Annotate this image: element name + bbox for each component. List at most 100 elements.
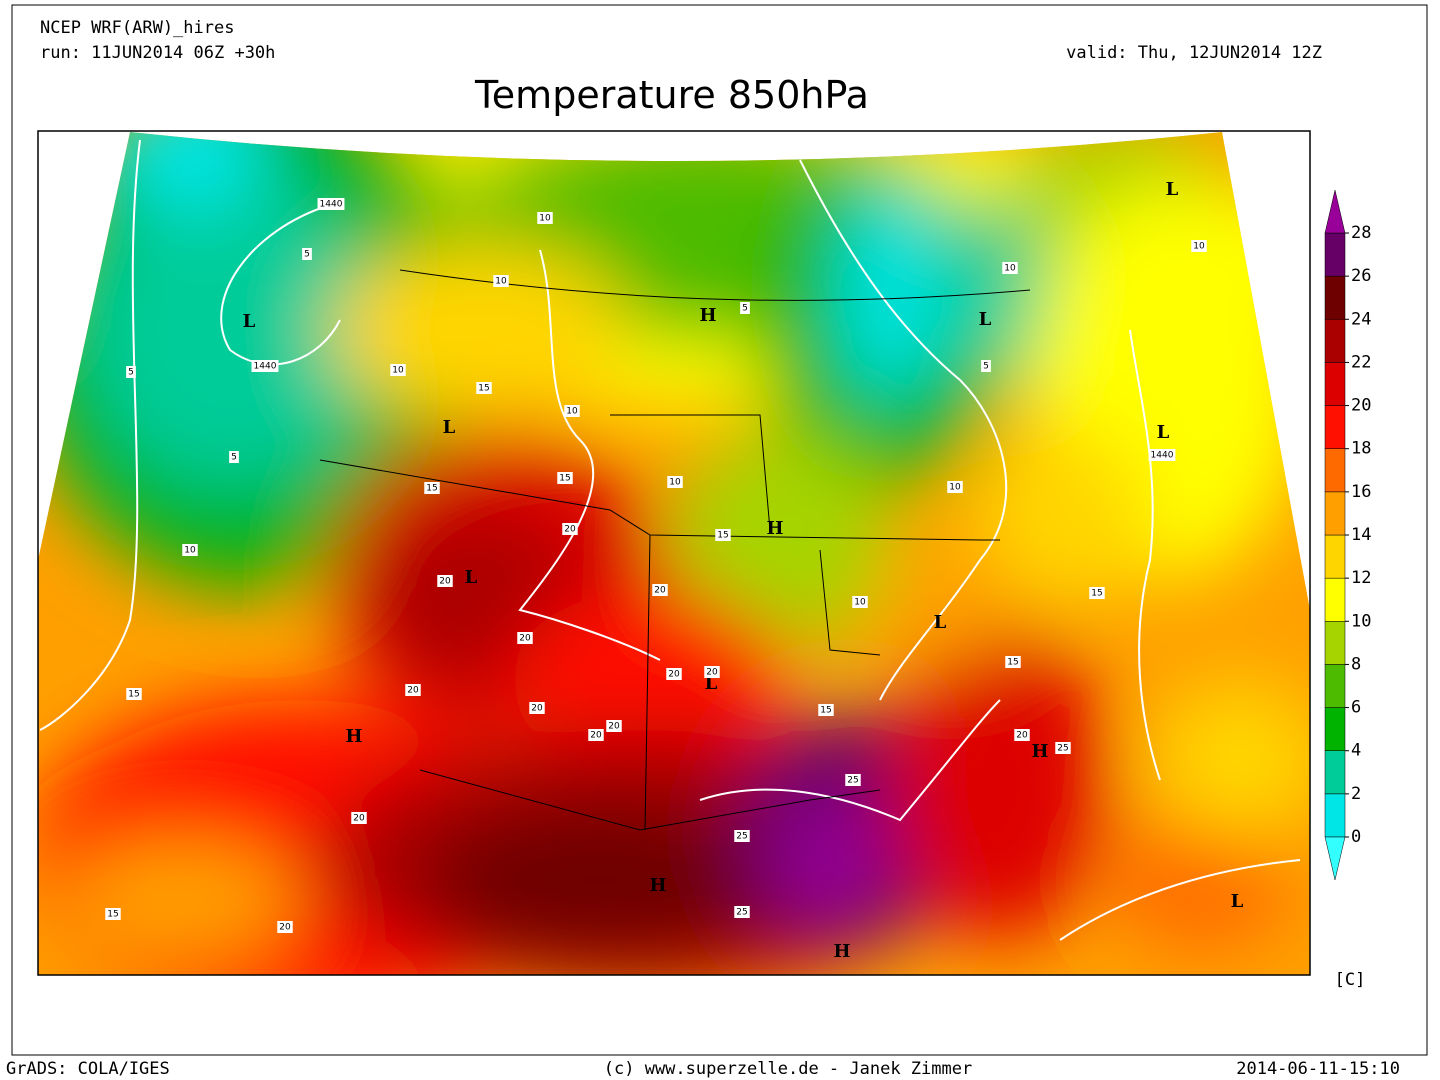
contour-label-box xyxy=(105,908,121,920)
footer-left: GrADS: COLA/IGES xyxy=(6,1059,170,1079)
high-marker: H xyxy=(649,875,666,896)
contour-label: 20 xyxy=(654,586,666,596)
contour-label-box xyxy=(517,632,533,644)
contour-label: 10 xyxy=(854,598,866,608)
border-line xyxy=(644,534,651,831)
contour-label: 15 xyxy=(717,531,728,541)
colorbar-segment xyxy=(1324,577,1346,622)
footer-right: 2014-06-11-15:10 xyxy=(1236,1059,1400,1079)
contour-label: 1440 xyxy=(254,362,277,372)
colorbar-tick-label: 22 xyxy=(1351,352,1371,372)
contour-label: 20 xyxy=(519,634,531,644)
colorbar-segment xyxy=(1324,232,1346,277)
contour-label-box xyxy=(493,275,509,287)
contour-label: 15 xyxy=(1091,589,1102,599)
contour-label-box xyxy=(652,584,668,596)
contour-label-box xyxy=(537,212,553,224)
contour-label-box xyxy=(562,523,578,535)
colorbar-tick-label: 10 xyxy=(1351,611,1371,631)
contour-label-box xyxy=(667,476,683,488)
colorbar-segment xyxy=(1324,275,1346,320)
contour-label: 10 xyxy=(949,483,961,493)
low-marker: L xyxy=(1166,179,1179,200)
colorbar-segment xyxy=(1324,448,1346,493)
high-marker: H xyxy=(1031,741,1048,762)
contour-label: 5 xyxy=(231,453,237,463)
field-blob xyxy=(420,800,780,960)
contour-label: 20 xyxy=(1016,731,1028,741)
state-borders xyxy=(319,269,1031,831)
colorbar-tick-label: 16 xyxy=(1351,482,1371,502)
contour-label-box xyxy=(126,688,142,700)
colorbar-tick-label: 6 xyxy=(1351,698,1361,718)
contour-label: 10 xyxy=(566,407,578,417)
colorbar-tick-label: 28 xyxy=(1351,223,1371,243)
contour-label: 15 xyxy=(107,910,118,920)
colorbar-tick-label: 24 xyxy=(1351,309,1371,329)
contour-label: 5 xyxy=(742,304,748,314)
contour-label: 15 xyxy=(478,384,489,394)
contour-label-box xyxy=(302,248,312,260)
contour-label-box xyxy=(704,666,720,678)
contour-label: 20 xyxy=(531,704,543,714)
contour-line xyxy=(799,159,1008,701)
contour-line xyxy=(518,249,661,661)
colorbar-tick-label: 12 xyxy=(1351,568,1371,588)
contour-line xyxy=(1129,329,1161,781)
page-border xyxy=(11,4,1428,1056)
contour-label: 25 xyxy=(1057,744,1068,754)
colorbar-tick-label: 2 xyxy=(1351,784,1361,804)
contour-label-box xyxy=(845,774,861,786)
contour-label: 25 xyxy=(736,908,747,918)
high-marker: H xyxy=(833,941,850,962)
contour-label-box xyxy=(351,812,367,824)
contour-label: 20 xyxy=(353,814,365,824)
colorbar-segment xyxy=(1324,750,1346,795)
contour-label-box xyxy=(424,482,440,494)
contour-label: 15 xyxy=(128,690,139,700)
field-blobs xyxy=(38,132,1310,975)
contour-label-box xyxy=(981,360,991,372)
low-marker: L xyxy=(1231,891,1244,912)
map-labels: H H H H H H L L L L L L L L L 1440 1440 1440 5 5 5 5 5 10 10 10 10… xyxy=(105,179,1244,962)
contour-label: 5 xyxy=(128,368,134,378)
contour-label: 25 xyxy=(736,832,747,842)
contour-label-box xyxy=(251,360,279,372)
field-blob xyxy=(670,430,890,650)
contour-label: 20 xyxy=(439,577,451,587)
field-blob xyxy=(880,540,1020,660)
footer-center: (c) www.superzelle.de - Janek Zimmer xyxy=(604,1059,972,1079)
contour-label: 5 xyxy=(983,362,989,372)
colorbar-tick-label: 4 xyxy=(1351,741,1361,761)
contour-label: 10 xyxy=(669,478,681,488)
contour-label-box xyxy=(588,729,604,741)
colorbar-tick-label: 0 xyxy=(1351,827,1361,847)
high-marker: H xyxy=(699,305,716,326)
low-marker: L xyxy=(1157,422,1170,443)
field-blob xyxy=(970,430,1150,610)
contour-label: 20 xyxy=(564,525,576,535)
field-blob xyxy=(840,180,940,400)
low-marker: L xyxy=(243,311,256,332)
low-marker: L xyxy=(705,673,718,694)
colorbar-tick-label: 8 xyxy=(1351,654,1361,674)
contour-line xyxy=(1059,859,1301,941)
contour-label-box xyxy=(277,921,293,933)
field-blob xyxy=(510,590,790,770)
contour-label: 10 xyxy=(392,366,404,376)
contour-label: 15 xyxy=(1007,658,1018,668)
field-blob xyxy=(110,132,270,210)
low-marker: L xyxy=(979,309,992,330)
contour-label-box xyxy=(437,575,453,587)
contour-label-box xyxy=(1055,742,1071,754)
contour-label: 25 xyxy=(847,776,858,786)
low-marker: L xyxy=(443,417,456,438)
contour-label-box xyxy=(666,668,682,680)
colorbar-high-extension xyxy=(1324,189,1346,234)
contour-label-box xyxy=(557,472,573,484)
contour-label: 5 xyxy=(304,250,310,260)
contour-label-box xyxy=(1089,587,1105,599)
colorbar-tick-label: 20 xyxy=(1351,396,1371,416)
colorbar-segment xyxy=(1324,621,1346,665)
low-marker: L xyxy=(934,612,947,633)
